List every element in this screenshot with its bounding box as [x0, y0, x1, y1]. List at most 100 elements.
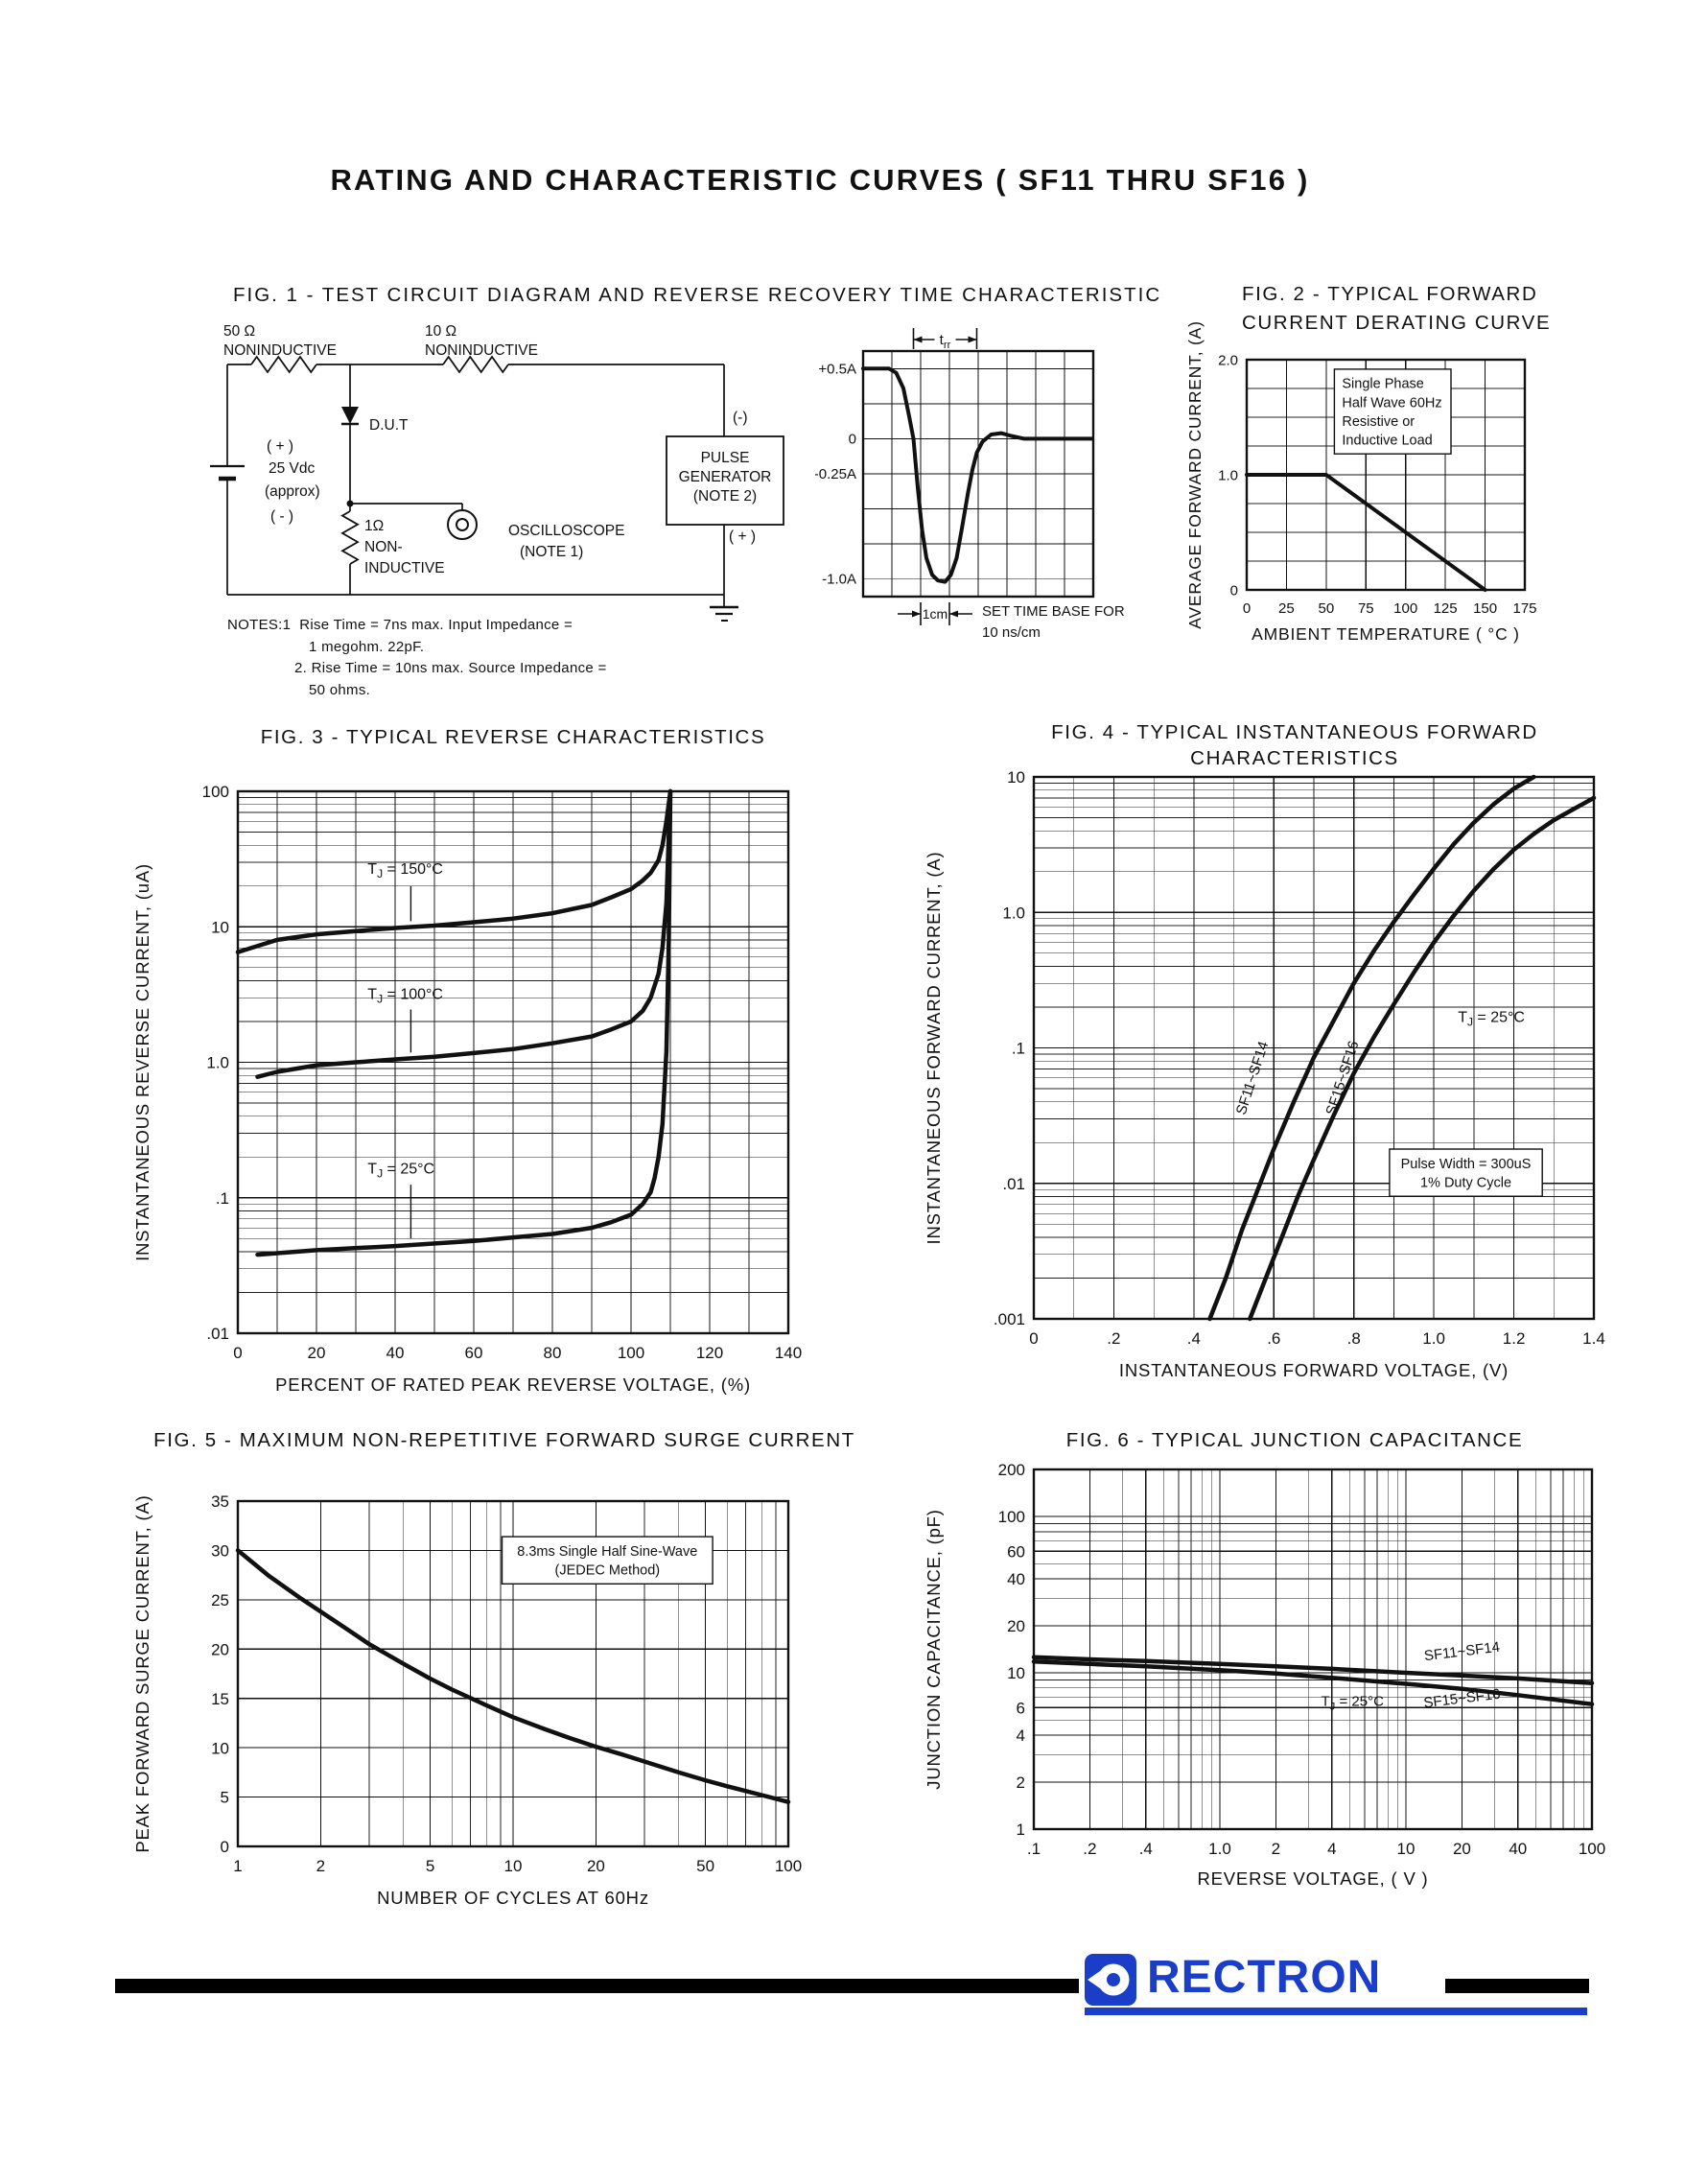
- fig6-y-tick-labels: 200 100 60 40 20 10 6 4 2 1: [998, 1461, 1025, 1839]
- svg-text:+0.5A: +0.5A: [818, 361, 856, 377]
- svg-text:-0.25A: -0.25A: [815, 466, 856, 482]
- fig2-y-axis-label: AVERAGE FORWARD CURRENT, (A): [1185, 320, 1205, 629]
- svg-text:50: 50: [1319, 600, 1335, 617]
- svg-text:125: 125: [1434, 600, 1458, 617]
- fig1-circuit-diagram: 50 Ω NONINDUCTIVE 10 Ω NONINDUCTIVE D.U.T ( +…: [144, 307, 834, 633]
- trr-label: trr: [940, 332, 951, 351]
- svg-text:100: 100: [618, 1344, 644, 1362]
- fig4-title: FIG. 4 - TYPICAL INSTANTANEOUS FORWARD C…: [916, 719, 1673, 771]
- svg-text:5: 5: [426, 1857, 434, 1875]
- svg-text:0: 0: [221, 1838, 229, 1856]
- curve-tj-25: [255, 788, 673, 1257]
- fig6-y-axis-label: JUNCTION CAPACITANCE, (pF): [924, 1509, 944, 1789]
- svg-text:15: 15: [211, 1690, 229, 1708]
- timebase-line2: 10 ns/cm: [982, 624, 1041, 641]
- svg-text:10: 10: [1007, 1664, 1025, 1682]
- svg-text:8.3ms Single Half Sine-Wave: 8.3ms Single Half Sine-Wave: [517, 1544, 697, 1560]
- svg-text:100: 100: [1579, 1840, 1605, 1858]
- svg-text:.2: .2: [1107, 1329, 1120, 1348]
- pulse-generator-label2: GENERATOR: [679, 469, 772, 485]
- svg-text:TJ = 25°C: TJ = 25°C: [1458, 1010, 1525, 1029]
- footer-blue-rule: [1085, 2008, 1587, 2015]
- fig5-plot-border: [236, 1499, 790, 1848]
- svg-text:4: 4: [1017, 1726, 1025, 1745]
- fig2-x-tick-labels: 0 25 50 75 100 125 150 175: [1243, 600, 1537, 617]
- curve-tj-150: [235, 788, 673, 954]
- svg-text:1.4: 1.4: [1582, 1329, 1605, 1348]
- logo-notch: [1088, 1971, 1100, 1988]
- fig2-title: FIG. 2 - TYPICAL FORWARD CURRENT DERATIN…: [1242, 280, 1551, 338]
- svg-text:35: 35: [211, 1492, 229, 1511]
- fig5-chart: 1 2 5 10 20 50 100 0 5 10 15 20 25 30 35 NUMBER OF CYCL…: [125, 1418, 873, 1955]
- svg-text:30: 30: [211, 1542, 229, 1561]
- curve-sf11-sf14: [1207, 774, 1536, 1322]
- svg-text:75: 75: [1358, 600, 1374, 617]
- fig5-y-axis-label: PEAK FORWARD SURGE CURRENT, (A): [132, 1494, 152, 1852]
- svg-text:20: 20: [1453, 1840, 1471, 1858]
- svg-text:100: 100: [202, 783, 229, 801]
- fig3-x-axis-label: PERCENT OF RATED PEAK REVERSE VOLTAGE, (…: [275, 1374, 751, 1395]
- svg-text:20: 20: [1007, 1617, 1025, 1635]
- svg-text:40: 40: [386, 1344, 405, 1362]
- fig6-tj-25-label: TJ = 25°C: [1322, 1694, 1385, 1713]
- pulse-neg-label: (-): [733, 410, 748, 426]
- curve-sf15-sf16: [1031, 1659, 1595, 1706]
- fig3-chart: 0 20 40 60 80 100 120 140 100 10 1.0 .1 .01 PERCENT O…: [125, 717, 873, 1466]
- fig6-svg: .1 .2 .4 1.0 2 4 10 20 40 100 200 100 60 40 20 10 6 4 2 1 RE…: [924, 1461, 1605, 1889]
- brand-name: RECTRON: [1147, 1952, 1382, 2003]
- svg-text:.1: .1: [216, 1189, 229, 1208]
- svg-text:175: 175: [1512, 600, 1536, 617]
- fig6-chart: .1 .2 .4 1.0 2 4 10 20 40 100 200 100 60 40 20 10 6 4 2 1 RE…: [916, 1418, 1673, 1964]
- fig2-chart: 0 25 50 75 100 125 150 175 0 1.0 2.0 AMBIENT TEMPER…: [1180, 269, 1697, 710]
- fig3-plot-border: [236, 789, 790, 1335]
- svg-text:1.0: 1.0: [1218, 467, 1238, 483]
- svg-text:-1.0A: -1.0A: [822, 572, 856, 588]
- r1-sub-label2: INDUCTIVE: [364, 560, 445, 576]
- svg-text:140: 140: [775, 1344, 802, 1362]
- fig2-title-line1: FIG. 2 - TYPICAL FORWARD: [1242, 283, 1538, 305]
- svg-text:TJ = 25°C: TJ = 25°C: [367, 1162, 434, 1181]
- svg-text:10: 10: [1007, 768, 1025, 787]
- svg-text:40: 40: [1509, 1840, 1527, 1858]
- svg-text:150: 150: [1473, 600, 1497, 617]
- pulse-generator-label3: (NOTE 2): [693, 488, 757, 505]
- oscilloscope-note-label: (NOTE 1): [520, 544, 583, 560]
- svg-text:1: 1: [1017, 1820, 1025, 1839]
- oscilloscope-symbol: [447, 509, 478, 540]
- svg-text:4: 4: [1327, 1840, 1336, 1858]
- r50-sub-label: NONINDUCTIVE: [223, 342, 337, 359]
- battery-voltage-label: 25 Vdc: [269, 460, 316, 477]
- pulse-generator-label1: PULSE: [701, 450, 750, 466]
- fig4-tj-25-label: TJ = 25°C: [1458, 1010, 1525, 1029]
- oscilloscope-label: OSCILLOSCOPE: [508, 523, 624, 539]
- svg-text:TJ = 150°C: TJ = 150°C: [367, 861, 443, 881]
- svg-text:50: 50: [696, 1857, 714, 1875]
- curve-reverse-recovery-current: [861, 366, 1094, 584]
- svg-text:6: 6: [1017, 1699, 1025, 1717]
- svg-text:0: 0: [233, 1344, 242, 1362]
- svg-text:1% Duty Cycle: 1% Duty Cycle: [1420, 1175, 1511, 1190]
- svg-text:80: 80: [544, 1344, 562, 1362]
- fig6-x-tick-labels: .1 .2 .4 1.0 2 4 10 20 40 100: [1027, 1840, 1605, 1858]
- fig3-tj-100-label: TJ = 100°C: [367, 987, 443, 1053]
- fig3-svg: 0 20 40 60 80 100 120 140 100 10 1.0 .1 .01 PERCENT O…: [132, 783, 802, 1395]
- svg-text:100: 100: [1393, 600, 1417, 617]
- svg-text:2.0: 2.0: [1218, 352, 1238, 368]
- svg-text:2: 2: [1017, 1773, 1025, 1792]
- svg-text:.01: .01: [206, 1325, 229, 1343]
- svg-text:.2: .2: [1083, 1840, 1096, 1858]
- fig4-y-axis-label: INSTANTANEOUS FORWARD CURRENT, (A): [924, 852, 944, 1245]
- fig6-x-axis-label: REVERSE VOLTAGE, ( V ): [1197, 1868, 1428, 1889]
- svg-text:1.0: 1.0: [1002, 904, 1025, 922]
- fig3-y-tick-labels: 100 10 1.0 .1 .01: [202, 783, 229, 1343]
- r10-sub-label: NONINDUCTIVE: [425, 342, 538, 359]
- svg-text:25: 25: [1278, 600, 1295, 617]
- battery-plus-label: ( + ): [267, 438, 293, 455]
- fig1-title: FIG. 1 - TEST CIRCUIT DIAGRAM AND REVERS…: [233, 284, 1162, 306]
- svg-text:(JEDEC Method): (JEDEC Method): [555, 1563, 661, 1579]
- r10-label: 10 Ω: [425, 323, 456, 340]
- fig6-minor-grid: [1033, 1468, 1593, 1830]
- fig4-chart: 0 .2 .4 .6 .8 1.0 1.2 1.4 10 1.0 .1 .01 .001 INSTANTA…: [916, 710, 1673, 1468]
